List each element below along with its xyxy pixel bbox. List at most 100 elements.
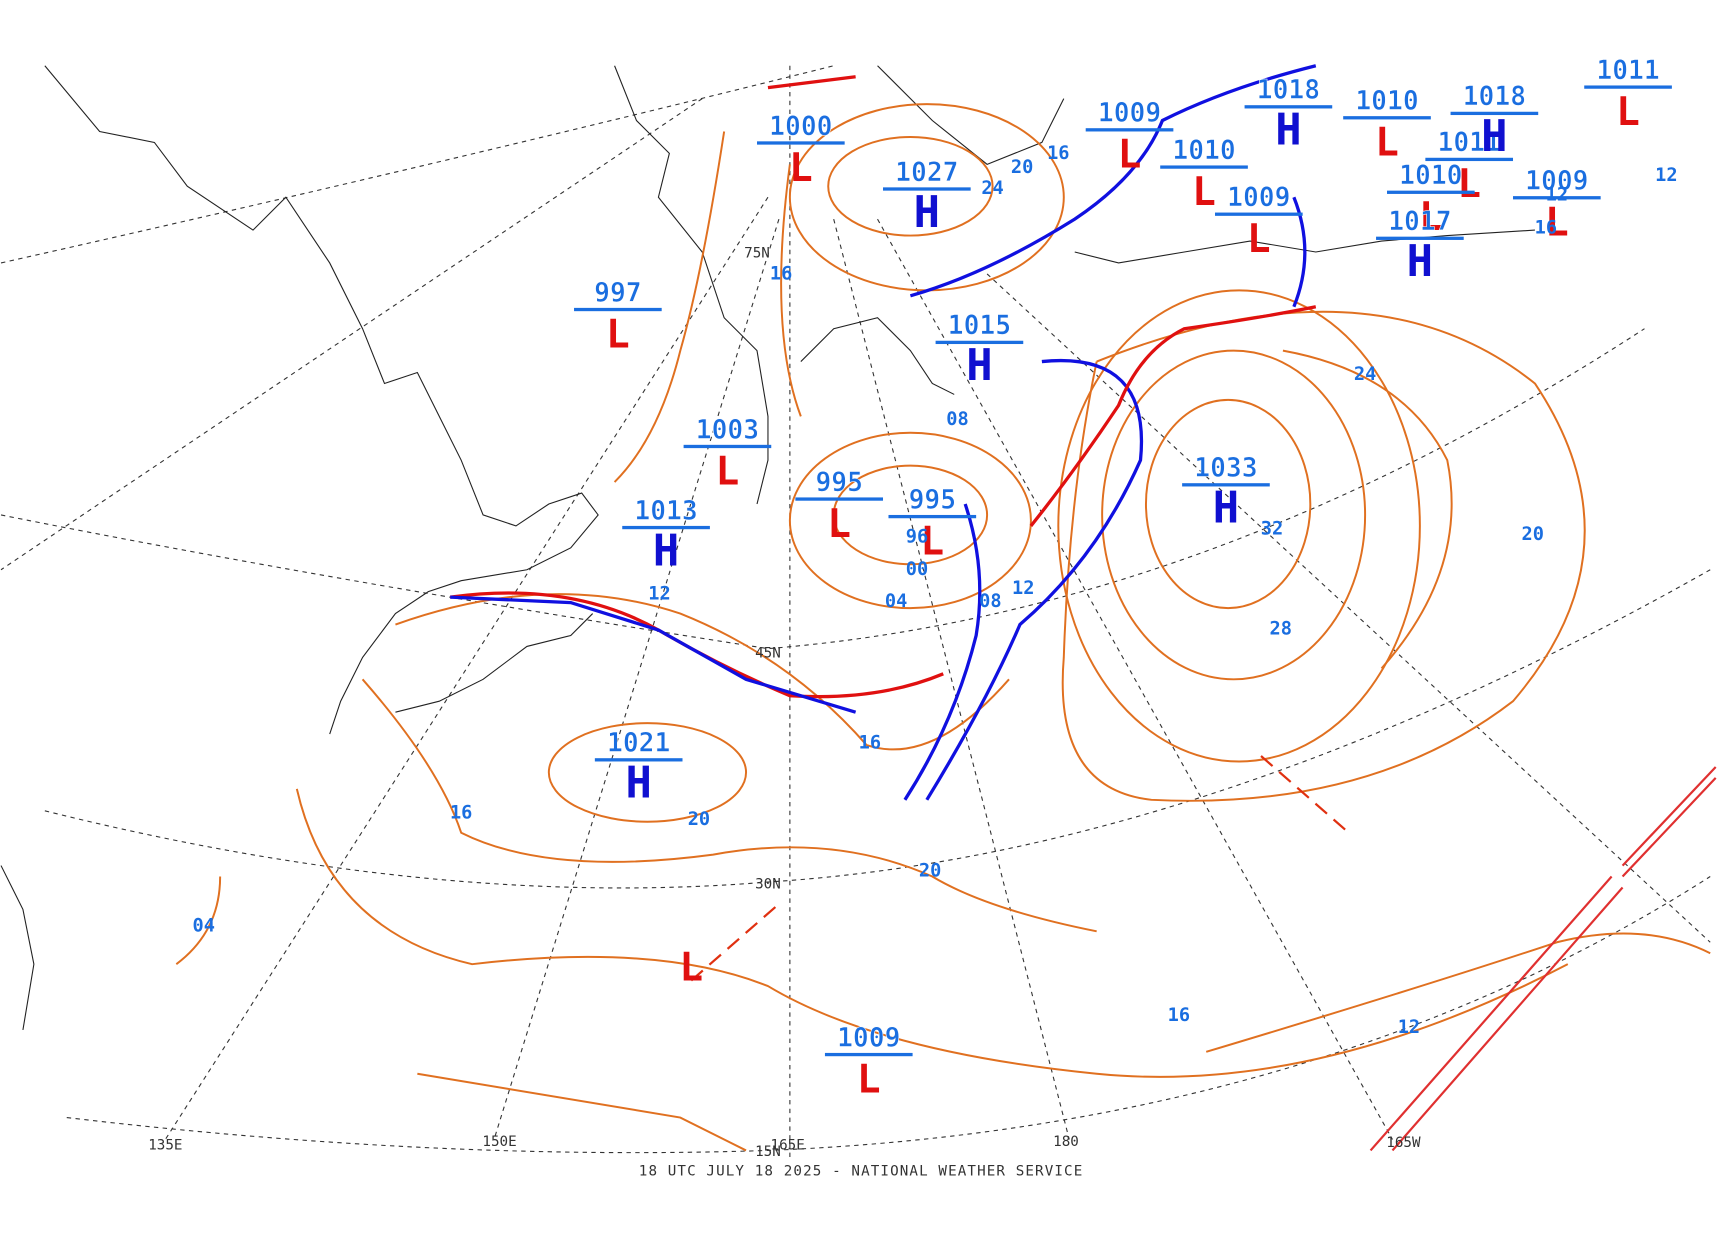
low-symbol: L	[1616, 89, 1640, 135]
isobar-label: 12	[648, 583, 670, 604]
pressure-underline	[1160, 165, 1248, 169]
graticule-label: 30N	[755, 877, 781, 893]
pressure-value: 1017	[1388, 207, 1451, 237]
isobar-label: 20	[1011, 157, 1033, 178]
graticule-label: 150E	[482, 1134, 516, 1150]
isobar-label: 28	[1270, 618, 1292, 639]
isobars	[175, 103, 1711, 1152]
isobar-label: 08	[946, 409, 968, 430]
graticule-label: 135E	[148, 1137, 182, 1153]
pressure-underline	[1214, 212, 1303, 216]
footer: 18 UTC JULY 18 2025 - NATIONAL WEATHER S…	[639, 1164, 1084, 1180]
isobar-label: 24	[1354, 364, 1376, 385]
graticule-label: 45N	[755, 645, 781, 661]
pressure-underline	[888, 514, 977, 519]
isobar-label: 12	[1546, 185, 1568, 206]
low-symbol: L	[827, 501, 851, 547]
high-symbol: H	[966, 340, 992, 391]
low-symbol: L	[920, 518, 944, 564]
high-symbol: H	[1213, 483, 1239, 534]
isobar-label: 16	[770, 263, 792, 284]
high-symbol: H	[653, 525, 679, 576]
low-symbol: L	[857, 1056, 881, 1102]
pressure-value: 1009	[837, 1023, 900, 1053]
isobar-label: 16	[1535, 217, 1557, 238]
low-symbol: L	[1375, 120, 1399, 166]
isobar-label: 16	[859, 732, 881, 753]
pressure-underline	[1513, 196, 1601, 200]
pressure-value: 995	[815, 468, 862, 498]
isobar-label: 16	[450, 802, 472, 823]
isobar-label: 04	[192, 915, 214, 936]
isobar-label: 20	[919, 861, 941, 882]
graticule-label: 75N	[744, 245, 770, 261]
fronts	[450, 64, 1717, 1152]
pressure-underline	[757, 141, 845, 145]
low-symbol: L	[1545, 200, 1569, 246]
graticule-label: 180	[1053, 1134, 1079, 1150]
graticule-label: 165W	[1386, 1135, 1421, 1151]
isobar-label: 16	[1168, 1005, 1190, 1026]
pressure-underline	[1182, 483, 1270, 487]
high-symbol: H	[1481, 111, 1507, 162]
isobar-label: 12	[1012, 578, 1034, 599]
pressure-value: 1011	[1596, 56, 1659, 86]
isobar-label: 08	[979, 591, 1001, 612]
pressure-value: 1003	[696, 415, 759, 445]
pressure-value: 997	[594, 278, 641, 308]
pressure-value: 1000	[769, 112, 832, 142]
isobar-label: 20	[688, 809, 710, 830]
pressure-value: 995	[909, 485, 956, 515]
pressure-value: 1018	[1257, 76, 1320, 106]
low-symbol: L	[1118, 132, 1142, 178]
pressure-value: 1018	[1463, 82, 1526, 112]
pressure-underline	[1343, 116, 1431, 120]
pressure-underline	[574, 307, 662, 312]
pressure-underline	[883, 187, 971, 191]
pressure-value: 1009	[1227, 183, 1290, 213]
pressure-underline	[1085, 128, 1174, 132]
isobar-label: 12	[1655, 165, 1677, 186]
isobar-label: 12	[1398, 1017, 1420, 1038]
pressure-underline	[824, 1052, 913, 1057]
low-symbol: L	[716, 448, 740, 494]
pressure-underline	[1376, 236, 1464, 240]
low-symbol: L	[1192, 169, 1216, 215]
pressure-underline	[1387, 190, 1475, 194]
high-symbol: H	[914, 187, 940, 238]
isobar-label: 20	[1522, 524, 1544, 545]
pressure-value: 1015	[948, 311, 1011, 341]
graticule-label: 165E	[771, 1137, 805, 1153]
high-symbol: H	[625, 758, 651, 809]
isobar-labels: 16 20 24 16 08 04 00 96 12 16 16 20 04 20 16 12 08 12 24 32…	[192, 143, 1677, 1038]
coastlines	[0, 65, 1535, 1031]
pressure-underline	[795, 497, 884, 501]
pressure-value: 1021	[607, 729, 670, 759]
pressure-value: 1009	[1098, 99, 1161, 129]
low-symbol: L	[1457, 161, 1481, 207]
low-symbol: L	[1247, 216, 1271, 262]
isobar-label: 00	[906, 559, 928, 580]
pressure-value: 1009	[1525, 167, 1588, 197]
pressure-value: 1010	[1355, 87, 1418, 117]
isobar-label: 04	[885, 591, 907, 612]
low-symbol: L	[1419, 194, 1443, 240]
isobar-label: 24	[981, 178, 1003, 199]
graticule-label: 15N	[755, 1144, 781, 1160]
pressure-underline	[935, 340, 1024, 345]
pressure-underline	[594, 758, 683, 762]
pressure-value: 1027	[895, 158, 958, 188]
pressure-underline	[1584, 85, 1672, 89]
isobar-label: 32	[1261, 519, 1283, 540]
high-symbol: H	[1407, 236, 1433, 287]
pressure-value: 1033	[1194, 454, 1257, 484]
high-symbol: H	[1275, 105, 1301, 156]
pressure-value: 1013	[634, 496, 697, 526]
pressure-underline	[683, 444, 772, 449]
isobar-label: 96	[906, 526, 928, 547]
pressure-underline	[1425, 157, 1514, 162]
pressure-underline	[1450, 111, 1539, 116]
pressure-value: 1010	[1399, 161, 1462, 191]
